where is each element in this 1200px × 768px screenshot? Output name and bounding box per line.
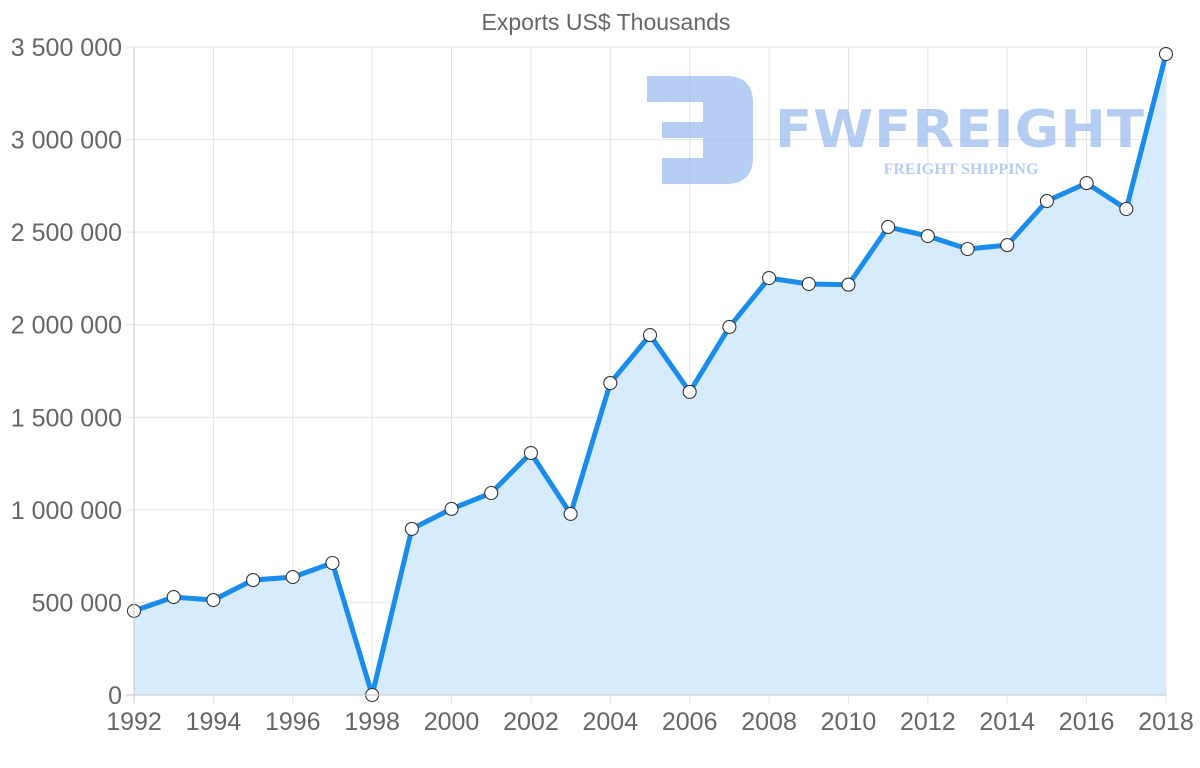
data-point[interactable]: 1997: 713000 <box>325 555 340 571</box>
area-fill <box>134 54 1166 695</box>
chart-title: Exports US$ Thousands <box>482 9 731 35</box>
y-tick-label: 2 500 000 <box>11 219 122 247</box>
data-point[interactable]: 2005: 1944000 <box>642 328 658 343</box>
y-tick-label: 1 500 000 <box>11 404 122 432</box>
y-tick-label: 3 000 000 <box>11 127 122 155</box>
y-tick-label: 0 <box>108 682 122 710</box>
watermark-brand: FWFREIGHT <box>775 100 1145 160</box>
fwfreight-logo-icon <box>647 76 753 184</box>
data-point[interactable]: 1999: 897000 <box>404 521 419 536</box>
x-tick-label: 2008 <box>741 708 797 736</box>
data-point[interactable]: 2008: 2252000 <box>762 271 777 286</box>
data-point[interactable]: 2003: 978000 <box>563 506 578 521</box>
data-point[interactable]: 1995: 621000 <box>246 572 261 588</box>
x-tick-label: 2002 <box>503 708 559 736</box>
watermark: FWFREIGHT FREIGHT SHIPPING <box>647 76 1145 184</box>
y-tick-label: 2 000 000 <box>11 312 122 340</box>
data-point[interactable]: 1993: 529000 <box>166 590 181 605</box>
y-tick-label: 3 500 000 <box>11 34 122 62</box>
y-axis: 0 500 000 1 000 000 1 500 000 2 000 000 2 500… <box>11 34 135 710</box>
x-tick-label: 1996 <box>265 708 321 736</box>
x-tick-label: 2004 <box>582 708 638 736</box>
watermark-tagline: FREIGHT SHIPPING <box>884 161 1039 178</box>
data-point[interactable]: 2004: 1685000 <box>603 375 618 391</box>
x-tick-label: 2012 <box>900 708 956 736</box>
data-point[interactable]: 2016: 2765000 <box>1079 176 1094 191</box>
data-point[interactable]: 2011: 2528000 <box>881 219 896 235</box>
data-point[interactable]: 1994: 513000 <box>206 592 221 608</box>
x-axis: 1992 1994 1996 1998 2000 2002 2004 2006 2008 2010… <box>106 694 1194 736</box>
x-tick-label: 1998 <box>344 708 400 736</box>
y-tick-label: 1 000 000 <box>11 497 122 525</box>
data-point[interactable]: 2013: 2409000 <box>960 241 975 257</box>
data-point[interactable]: 2017: 2625000 <box>1119 201 1134 217</box>
x-tick-label: 1994 <box>186 708 242 736</box>
x-tick-label: 2016 <box>1059 708 1115 736</box>
x-tick-label: 2000 <box>424 708 480 736</box>
data-point[interactable]: 2000: 1005000 <box>444 501 459 516</box>
data-point[interactable]: 2001: 1091000 <box>484 485 499 501</box>
data-point[interactable]: 1996: 637000 <box>285 570 300 585</box>
data-point[interactable]: 2015: 2668000 <box>1039 193 1054 209</box>
y-tick-label: 500 000 <box>32 589 122 617</box>
x-tick-label: 1992 <box>106 708 162 736</box>
x-tick-label: 2010 <box>821 708 877 736</box>
data-point[interactable]: 2014: 2430000 <box>1000 238 1015 253</box>
data-point[interactable]: 2002: 1307000 <box>523 445 538 461</box>
data-point[interactable]: 2006: 1637000 <box>682 384 697 399</box>
data-point[interactable]: 2010: 2216000 <box>841 277 856 292</box>
data-point[interactable]: 2009: 2220000 <box>801 276 816 292</box>
x-tick-label: 2014 <box>979 708 1035 736</box>
data-point[interactable]: 2018: 3462000 <box>1158 46 1174 62</box>
data-points: 1992: 4540001993: 5290001994: 5130001995… <box>126 46 1174 703</box>
data-point[interactable]: 2007: 1988000 <box>722 319 737 334</box>
x-tick-label: 2018 <box>1138 708 1194 736</box>
data-point[interactable]: 2012: 2479000 <box>920 228 935 244</box>
x-tick-label: 2006 <box>662 708 718 736</box>
area-path <box>134 54 1166 695</box>
